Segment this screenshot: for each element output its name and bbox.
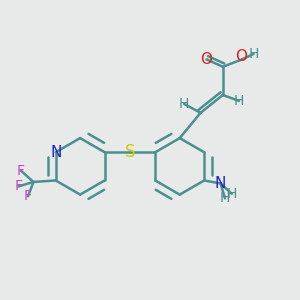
Text: O: O: [200, 52, 212, 67]
Text: F: F: [17, 164, 25, 178]
Text: O: O: [235, 50, 247, 64]
Text: H: H: [220, 191, 230, 205]
Text: H: H: [234, 94, 244, 108]
Text: H: H: [179, 97, 189, 111]
Text: H: H: [248, 47, 259, 61]
Text: N: N: [215, 176, 226, 191]
Text: S: S: [125, 143, 135, 161]
Text: N: N: [50, 145, 61, 160]
Text: F: F: [14, 179, 22, 194]
Text: F: F: [24, 189, 32, 203]
Text: H: H: [226, 187, 237, 201]
